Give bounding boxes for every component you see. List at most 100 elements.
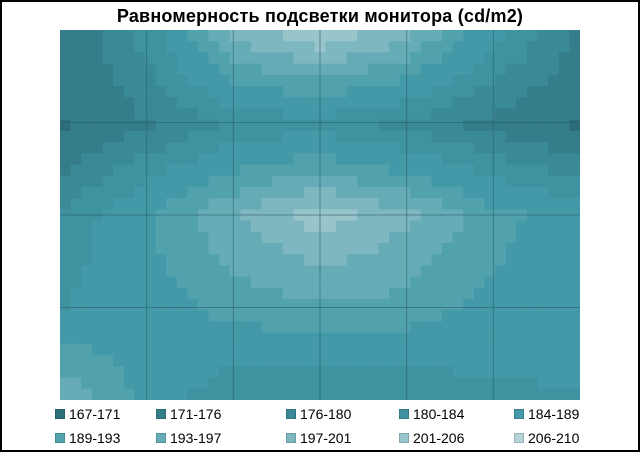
heatmap-cell: [537, 254, 549, 267]
heatmap-cell: [304, 254, 316, 267]
heatmap-cell: [410, 97, 422, 110]
heatmap-cell: [219, 108, 231, 121]
heatmap-cell: [91, 97, 104, 110]
heatmap-cell: [357, 321, 369, 334]
heatmap-cell: [410, 142, 422, 154]
heatmap-cell: [378, 186, 390, 199]
heatmap-cell: [187, 63, 199, 76]
heatmap-cell: [484, 299, 496, 311]
heatmap-cell: [537, 175, 549, 188]
heatmap-cell: [81, 254, 93, 267]
heatmap-cell: [81, 153, 93, 166]
heatmap-cell: [537, 321, 549, 334]
heatmap-cell: [282, 97, 295, 110]
heatmap-cell: [251, 332, 263, 345]
heatmap-cell: [473, 30, 486, 42]
heatmap-cell: [495, 142, 507, 154]
heatmap-cell: [335, 243, 348, 255]
heatmap-cell: [134, 164, 146, 177]
heatmap-cell: [272, 355, 284, 367]
heatmap-cell: [495, 243, 507, 255]
heatmap-cell: [219, 74, 231, 87]
heatmap-cell: [526, 119, 539, 132]
heatmap-cell: [357, 377, 369, 390]
heatmap-cell: [176, 276, 188, 289]
heatmap-cell: [452, 355, 464, 367]
heatmap-cell: [166, 231, 178, 244]
heatmap-cell: [187, 321, 199, 334]
heatmap-cell: [91, 153, 104, 166]
heatmap-cell: [378, 86, 390, 98]
heatmap-cell: [335, 265, 348, 278]
heatmap-cell: [197, 52, 210, 65]
heatmap-cell: [548, 220, 560, 233]
heatmap-cell: [60, 63, 72, 76]
heatmap-cell: [261, 254, 273, 267]
heatmap-cell: [335, 119, 348, 132]
heatmap-cell: [505, 186, 517, 199]
heatmap-cell: [537, 198, 549, 210]
heatmap-cell: [367, 388, 379, 400]
heatmap-cell: [473, 377, 486, 390]
heatmap-cell: [367, 231, 379, 244]
heatmap-cell: [484, 108, 496, 121]
heatmap-cell: [388, 97, 401, 110]
heatmap-cell: [187, 41, 199, 54]
heatmap-cell: [70, 153, 82, 166]
heatmap-cell: [60, 142, 72, 154]
heatmap-cell: [176, 119, 188, 132]
heatmap-cell: [463, 276, 475, 289]
heatmap-cell: [526, 287, 539, 300]
heatmap-cell: [197, 198, 210, 210]
heatmap-cell: [388, 310, 401, 323]
heatmap-cell: [166, 366, 178, 379]
heatmap-cell: [442, 388, 454, 400]
heatmap-cell: [123, 343, 135, 356]
heatmap-cell: [526, 366, 539, 379]
heatmap-cell: [505, 299, 517, 311]
heatmap-cell: [144, 299, 157, 311]
heatmap-cell: [261, 108, 273, 121]
heatmap-cell: [60, 287, 72, 300]
heatmap-cell: [558, 186, 570, 199]
heatmap-cell: [420, 332, 433, 345]
heatmap-cell: [251, 186, 263, 199]
heatmap-cell: [569, 321, 580, 334]
heatmap-cell: [81, 388, 93, 400]
heatmap-cell: [526, 142, 539, 154]
heatmap-cell: [484, 175, 496, 188]
heatmap-cell: [495, 231, 507, 244]
heatmap-cell: [91, 231, 104, 244]
heatmap-cell: [113, 164, 125, 177]
heatmap-cell: [431, 30, 443, 42]
heatmap-cell: [134, 276, 146, 289]
heatmap-cell: [452, 366, 464, 379]
heatmap-cell: [134, 30, 146, 42]
heatmap-cell: [81, 74, 93, 87]
heatmap-cell: [484, 30, 496, 42]
heatmap-cell: [81, 332, 93, 345]
heatmap-cell: [219, 355, 231, 367]
heatmap-cell: [197, 254, 210, 267]
heatmap-cell: [144, 41, 157, 54]
heatmap-cell: [410, 388, 422, 400]
heatmap-cell: [176, 265, 188, 278]
heatmap-cell: [452, 343, 464, 356]
heatmap-cell: [144, 265, 157, 278]
heatmap-cell: [548, 97, 560, 110]
heatmap-cell: [367, 355, 379, 367]
heatmap-cell: [569, 276, 580, 289]
heatmap-cell: [558, 231, 570, 244]
heatmap-cell: [219, 388, 231, 400]
heatmap-cell: [431, 164, 443, 177]
heatmap-cell: [293, 198, 305, 210]
heatmap-cell: [219, 220, 231, 233]
heatmap-cell: [282, 119, 295, 132]
heatmap-cell: [187, 86, 199, 98]
heatmap-cell: [463, 86, 475, 98]
heatmap-cell: [495, 220, 507, 233]
heatmap-cell: [282, 265, 295, 278]
heatmap-cell: [208, 142, 220, 154]
legend-swatch: [55, 433, 65, 443]
heatmap-cell: [516, 164, 528, 177]
